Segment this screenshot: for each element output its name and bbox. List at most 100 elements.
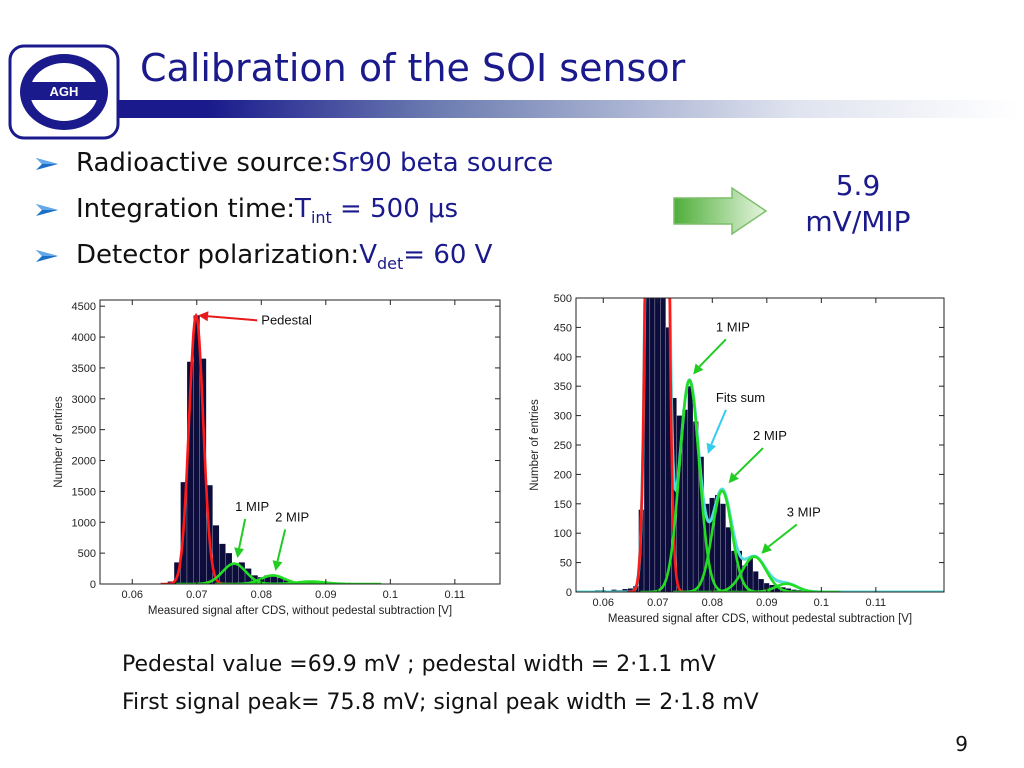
bullet-arrow-icon	[36, 148, 76, 178]
annotation-label: 3 MIP	[787, 505, 821, 520]
x-tick-label: 0.09	[756, 597, 777, 609]
annotation-label: 1 MIP	[235, 499, 269, 514]
y-tick-label: 200	[554, 469, 572, 481]
x-tick-label: 0.1	[814, 597, 829, 609]
x-tick-label: 0.11	[866, 597, 887, 609]
y-tick-label: 4500	[72, 301, 96, 313]
bullet-arrow-icon	[36, 240, 76, 270]
bullet-polarization-label: Detector polarization:	[76, 240, 360, 270]
histogram-left: 0.06 0.07 0.08 0.09 0.1 0.11 0 500 1000 1500 2000 2…	[34, 290, 506, 626]
y-tick-label: 2500	[72, 425, 96, 437]
y-tick-label: 1500	[72, 486, 96, 498]
y-tick-label: 1000	[72, 517, 96, 529]
annotation-label: 2 MIP	[753, 428, 787, 443]
bullet-polarization: Detector polarization: Vdet= 60 V	[36, 240, 553, 286]
histogram-right: 0.06 0.07 0.08 0.09 0.1 0.11 0 50 100 150 200 250 30…	[520, 290, 952, 636]
annotation-arrow	[276, 529, 287, 562]
histogram-bar	[245, 568, 252, 584]
y-axis-label: Number of entries	[529, 399, 541, 491]
plot-area	[576, 298, 944, 592]
result-value: 5.9	[835, 169, 881, 202]
histogram-left-svg: 0.06 0.07 0.08 0.09 0.1 0.11 0 500 1000 1500 2000 2…	[53, 299, 501, 617]
histogram-bar	[682, 409, 688, 592]
results-notes: Pedestal value =69.9 mV ; pedestal width…	[122, 646, 759, 722]
y-tick-label: 0	[90, 579, 96, 591]
histogram-bar	[698, 456, 704, 592]
y-tick-label: 300	[554, 411, 572, 423]
x-tick-label: 0.07	[647, 597, 668, 609]
agh-logo: AGH	[8, 44, 120, 140]
histogram-bar	[219, 543, 226, 584]
histogram-bar	[709, 497, 715, 592]
bullet-integration-label: Integration time:	[76, 194, 296, 224]
page-number: 9	[955, 732, 968, 756]
y-tick-label: 250	[554, 440, 572, 452]
y-tick-label: 500	[554, 293, 572, 305]
annotation-arrowhead	[761, 543, 772, 554]
histogram-bar	[774, 586, 781, 592]
histogram-bar	[225, 553, 232, 584]
x-tick-label: 0.08	[702, 597, 723, 609]
histogram-bar	[193, 315, 200, 584]
annotation-arrowhead	[728, 472, 739, 484]
histogram-bar	[720, 503, 726, 592]
histogram-bar	[715, 494, 721, 592]
annotation-arrow	[734, 447, 764, 477]
x-axis-label: Measured signal after CDS, without pedes…	[608, 613, 912, 625]
slide-title: Calibration of the SOI sensor	[140, 46, 686, 90]
plot-frame	[99, 299, 501, 585]
y-tick-label: 4000	[72, 332, 96, 344]
histogram-right-svg: 0.06 0.07 0.08 0.09 0.1 0.11 0 50 100 150 200 250 30…	[529, 293, 945, 625]
histogram-bar	[238, 562, 245, 584]
annotation-arrowhead	[706, 442, 717, 454]
fit-curve-3-mip	[240, 580, 382, 584]
y-tick-label: 100	[554, 528, 572, 540]
histogram-bar	[753, 571, 759, 592]
histogram-bar	[655, 298, 661, 592]
annotation-arrowhead	[272, 560, 283, 572]
bullet-integration-value: Tint = 500 μs	[295, 194, 459, 228]
y-tick-label: 400	[554, 352, 572, 364]
y-tick-label: 0	[566, 587, 572, 599]
annotation-arrow	[238, 518, 247, 549]
y-tick-label: 2000	[72, 456, 96, 468]
bullet-integration: Integration time: Tint = 500 μs	[36, 194, 553, 240]
y-tick-label: 450	[554, 322, 572, 334]
fit-curve-4-mip	[731, 582, 841, 592]
bullet-source: Radioactive source: Sr90 beta source	[36, 148, 553, 194]
y-tick-label: 500	[78, 548, 96, 560]
logo-text: AGH	[50, 84, 79, 99]
annotation-arrow	[698, 338, 727, 368]
bullet-arrow-icon	[36, 194, 76, 224]
histogram-bar	[187, 361, 194, 584]
histogram-bar	[747, 556, 753, 592]
histogram-bar	[693, 421, 699, 592]
histogram-bar	[758, 579, 764, 592]
annotation-arrow	[207, 315, 258, 322]
annotation-label: Fits sum	[716, 390, 765, 405]
annotation-label: Pedestal	[261, 312, 312, 327]
histogram-bar	[200, 358, 207, 584]
histogram-bar	[660, 298, 666, 592]
histogram-bar	[665, 327, 672, 592]
annotation-arrowhead	[234, 547, 245, 559]
x-tick-label: 0.07	[186, 589, 207, 601]
annotation-label: 1 MIP	[716, 319, 750, 334]
x-tick-label: 0.09	[315, 589, 336, 601]
y-axis-label: Number of entries	[53, 396, 65, 488]
y-tick-label: 150	[554, 499, 572, 511]
histogram-bar	[212, 525, 220, 584]
y-tick-label: 350	[554, 381, 572, 393]
fit-curve-2-mip	[214, 574, 331, 584]
plot-frame	[575, 297, 945, 593]
histogram-bar	[687, 386, 693, 592]
pedestal-note: Pedestal value =69.9 mV ; pedestal width…	[122, 652, 716, 677]
x-axis-label: Measured signal after CDS, without pedes…	[148, 605, 452, 617]
calibration-result: 5.9 mV/MIP	[780, 168, 936, 240]
x-tick-label: 0.11	[445, 589, 466, 601]
annotation-arrowhead	[693, 363, 704, 375]
x-tick-label: 0.1	[383, 589, 398, 601]
histogram-bar	[270, 576, 278, 584]
result-unit: mV/MIP	[805, 205, 911, 238]
bullet-source-value: Sr90 beta source	[331, 148, 554, 178]
